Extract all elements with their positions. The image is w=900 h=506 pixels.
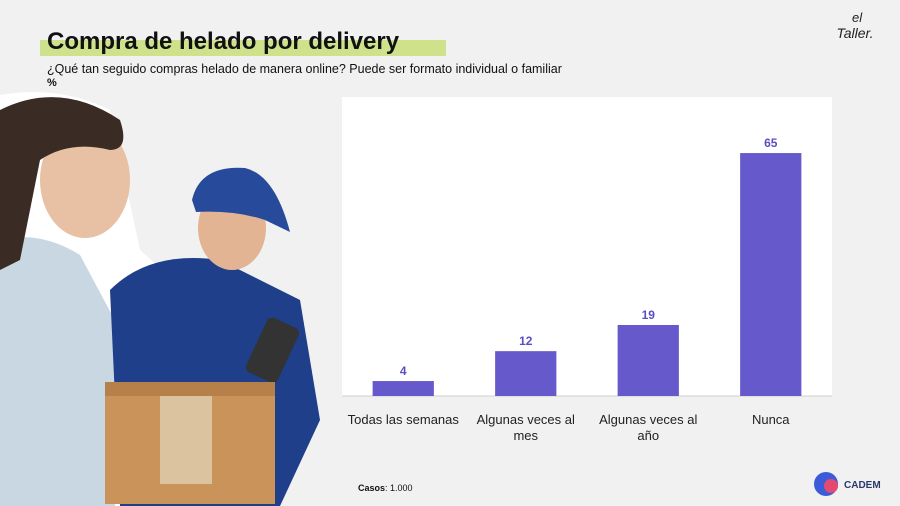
title: Compra de helado por delivery — [47, 28, 400, 55]
x-tick-label: Nunca — [751, 412, 790, 427]
title-highlight — [40, 40, 446, 56]
subtitle: ¿Qué tan seguido compras helado de maner… — [47, 62, 562, 76]
x-tick-label: Todas las semanas — [347, 412, 459, 427]
bar — [372, 381, 434, 396]
x-tick-label: Algunas veces al mes — [476, 412, 575, 443]
footnote-label: Casos — [358, 483, 386, 493]
value-label: 19 — [642, 308, 656, 322]
value-label: 65 — [764, 136, 778, 150]
bar — [617, 324, 679, 396]
bar — [495, 351, 557, 396]
footnote: Casos: 1.000 — [358, 483, 413, 493]
value-label: 4 — [400, 364, 407, 378]
value-label: 12 — [519, 334, 533, 348]
unit: % — [47, 77, 57, 89]
logo-text: el — [852, 10, 863, 25]
x-tick-label: Algunas veces al año — [599, 412, 698, 443]
logo-text: Taller. — [836, 25, 873, 41]
bar — [740, 153, 802, 396]
logo-text: CADEM — [844, 480, 881, 491]
logo-mark — [824, 479, 838, 493]
footnote-text: : 1.000 — [385, 483, 413, 493]
photo — [0, 92, 320, 506]
